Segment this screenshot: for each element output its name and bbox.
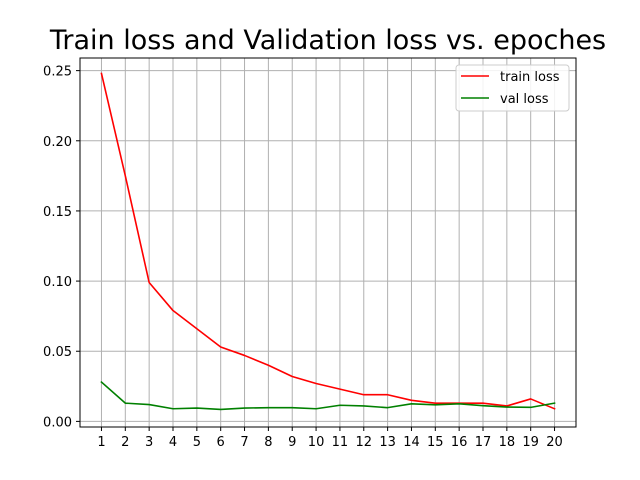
y-tick-label: 0.15 [43,205,72,220]
x-tick-label: 14 [403,435,420,450]
x-tick-label: 2 [121,435,129,450]
x-tick-label: 11 [332,435,349,450]
chart-title: Train loss and Validation loss vs. epoch… [49,25,606,56]
x-tick-label: 6 [217,435,225,450]
x-tick-label: 8 [264,435,272,450]
x-tick-label: 1 [97,435,105,450]
series-line-train-loss [100,72,556,410]
x-tick-label: 15 [427,435,444,450]
legend-label: train loss [500,70,560,85]
series-line-val-loss [100,380,556,411]
y-tick-label: 0.05 [43,345,72,360]
axis-ticks: 1 2 3 4 5 6 7 8 9 10 11 12 13 14 15 16 17 18 19 200.000.050… [43,65,563,450]
x-tick-label: 18 [499,435,516,450]
x-tick-label: 7 [240,435,248,450]
y-tick-label: 0.10 [43,275,72,290]
x-tick-label: 16 [451,435,468,450]
plot-area-frame [79,57,577,428]
x-tick-label: 13 [379,435,396,450]
y-tick-label: 0.20 [43,135,72,150]
x-tick-label: 9 [288,435,296,450]
y-tick-label: 0.00 [43,415,72,430]
x-tick-label: 10 [308,435,325,450]
x-tick-label: 17 [475,435,492,450]
legend: train loss val loss [455,64,570,112]
series-lines [100,72,556,411]
x-tick-label: 19 [522,435,539,450]
y-tick-label: 0.25 [43,65,72,80]
x-tick-label: 4 [169,435,177,450]
grid-lines [80,58,576,427]
x-tick-label: 3 [145,435,153,450]
x-tick-label: 20 [546,435,563,450]
x-tick-label: 5 [193,435,201,450]
x-tick-label: 12 [355,435,372,450]
legend-label: val loss [500,92,549,107]
